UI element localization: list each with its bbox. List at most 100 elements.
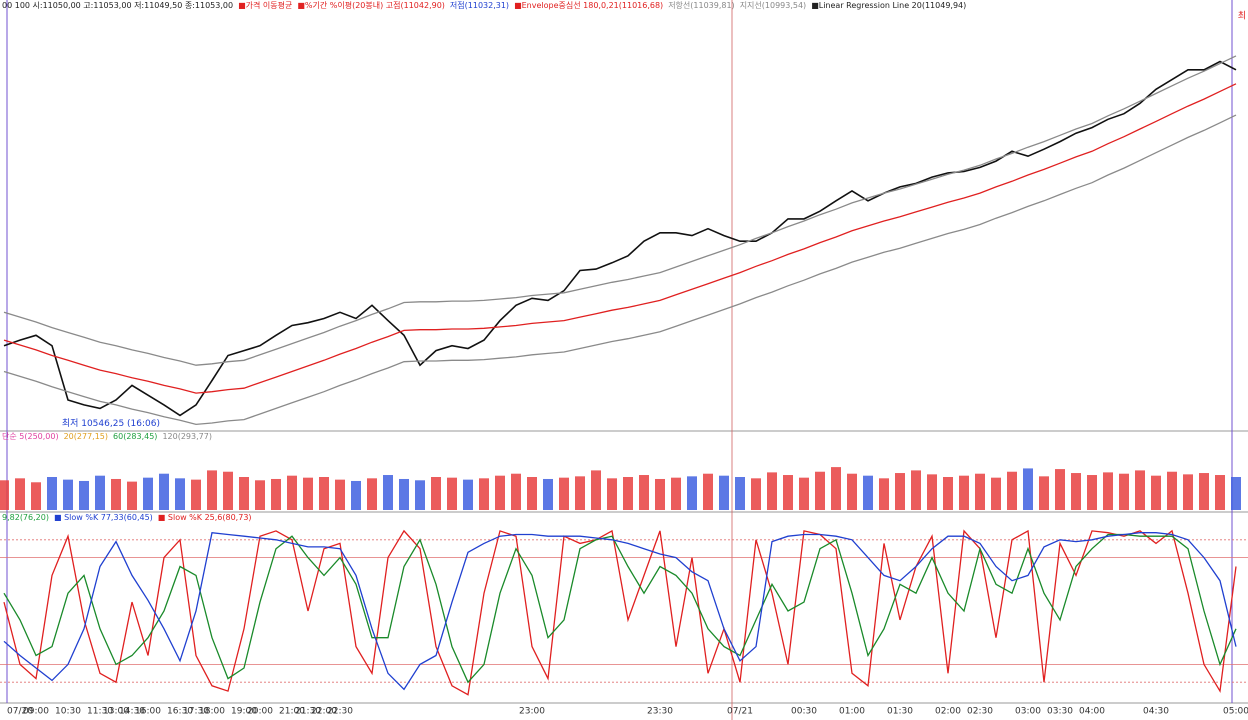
x-tick-label: 16:00	[135, 707, 161, 717]
x-tick-label: 23:00	[519, 707, 545, 717]
volume-bar	[847, 473, 857, 510]
volume-bar	[1231, 477, 1241, 510]
x-tick-label: 04:30	[1143, 707, 1169, 717]
volume-bar	[671, 477, 681, 510]
volume-bar	[591, 470, 601, 510]
series-line	[3, 531, 1237, 691]
volume-bar	[735, 477, 745, 510]
volume-bar	[367, 478, 377, 510]
legend-entry: ■Linear Regression Line 20(11049,94)	[811, 1, 967, 10]
x-tick-label: 17:30	[183, 707, 209, 717]
volume-bar	[1055, 469, 1065, 510]
volume-bar	[447, 477, 457, 510]
volume-bar	[831, 467, 841, 510]
volume-legend: 단순 5(250,00) 20(277,15) 60(283,45) 120(293,…	[2, 431, 212, 442]
volume-bar	[0, 480, 9, 510]
legend-entry: ■가격 이동평균	[238, 1, 293, 10]
x-tick-label: 16:30	[167, 707, 193, 717]
volume-bar	[415, 480, 425, 510]
volume-bar	[255, 480, 265, 510]
volume-bar	[223, 471, 233, 510]
volume-bar	[895, 473, 905, 510]
volume-bar	[1199, 473, 1209, 510]
legend-entry: ■%기간 %이평(20봉내) 고점(11042,90)	[297, 1, 445, 10]
volume-bar	[623, 477, 633, 510]
x-tick-label: 03:30	[1047, 707, 1073, 717]
series-line	[3, 60, 1237, 417]
x-tick-label: 00:30	[791, 707, 817, 717]
x-tick-label: 05:00	[1223, 707, 1248, 717]
volume-bar	[751, 478, 761, 510]
volume-bar	[703, 473, 713, 510]
x-tick-label: 20:00	[247, 707, 273, 717]
volume-bar	[127, 481, 137, 510]
volume-bar	[1135, 470, 1145, 510]
x-tick-label: 18:00	[199, 707, 225, 717]
x-tick-label: 02:00	[935, 707, 961, 717]
volume-bar	[271, 478, 281, 510]
x-tick-label: 11:30	[87, 707, 113, 717]
volume-bar	[767, 472, 777, 510]
x-tick-label: 22:30	[327, 707, 353, 717]
x-tick-label: 07/20	[7, 707, 33, 717]
volume-bar	[479, 478, 489, 510]
legend-entry: 20(277,15)	[63, 432, 109, 441]
legend-entry: 60(283,45)	[113, 432, 158, 441]
volume-bar	[1087, 475, 1097, 510]
volume-bar	[719, 475, 729, 510]
series-line	[3, 533, 1237, 684]
x-tick-label: 07/21	[727, 707, 753, 717]
x-tick-label: 21:30	[295, 707, 321, 717]
volume-bar	[143, 477, 153, 510]
corner-text: 최	[1238, 11, 1246, 22]
x-tick-label: 03:00	[1015, 707, 1041, 717]
volume-bar	[399, 478, 409, 510]
volume-bar	[511, 473, 521, 510]
x-tick-label: 13:00	[103, 707, 129, 717]
x-tick-label: 19:00	[231, 707, 257, 717]
series-line	[3, 114, 1237, 426]
x-tick-label: 01:00	[839, 707, 865, 717]
volume-bar	[1151, 475, 1161, 510]
volume-bar	[1023, 468, 1033, 510]
stoch-legend: 9,82(76,20) ■ Slow %K 77,33(60,45) ■ Slow …	[2, 512, 252, 523]
price-legend: 00 100 시:11050,00 고:11053,00 저:11049,50 …	[2, 0, 966, 11]
legend-entry: ■ Slow %K 77,33(60,45)	[53, 513, 153, 522]
volume-bar	[335, 479, 345, 510]
volume-bar	[1183, 474, 1193, 510]
volume-bar	[911, 470, 921, 510]
low-annotation: 최저 10546,25 (16:06)	[62, 418, 160, 429]
volume-bar	[959, 475, 969, 510]
volume-bar	[687, 476, 697, 510]
series-line	[3, 83, 1237, 394]
legend-entry: 120(293,77)	[162, 432, 212, 441]
volume-bar	[943, 477, 953, 510]
volume-bar	[47, 477, 57, 510]
volume-bar	[783, 475, 793, 510]
volume-bar	[559, 477, 569, 510]
volume-bar	[15, 478, 25, 510]
x-tick-label: 23:30	[647, 707, 673, 717]
volume-bar	[191, 479, 201, 510]
volume-bar	[575, 476, 585, 510]
volume-bar	[287, 475, 297, 510]
legend-entry: 저항선(11039,81)	[668, 1, 735, 10]
volume-bar	[239, 477, 249, 510]
volume-bar	[495, 475, 505, 510]
volume-bar	[431, 477, 441, 510]
volume-bar	[111, 478, 121, 510]
volume-bar	[1167, 471, 1177, 510]
series-line	[3, 55, 1237, 366]
volume-bar	[1071, 473, 1081, 510]
volume-bar	[799, 477, 809, 510]
x-tick-label: 10:30	[55, 707, 81, 717]
x-tick-label: 04:00	[1079, 707, 1105, 717]
volume-bar	[543, 478, 553, 510]
volume-bar	[879, 478, 889, 510]
volume-bar	[1039, 476, 1049, 510]
legend-entry: ■Envelope중심선 180,0,21(11016,68)	[514, 1, 664, 10]
volume-bar	[1103, 472, 1113, 510]
volume-bar	[463, 479, 473, 510]
